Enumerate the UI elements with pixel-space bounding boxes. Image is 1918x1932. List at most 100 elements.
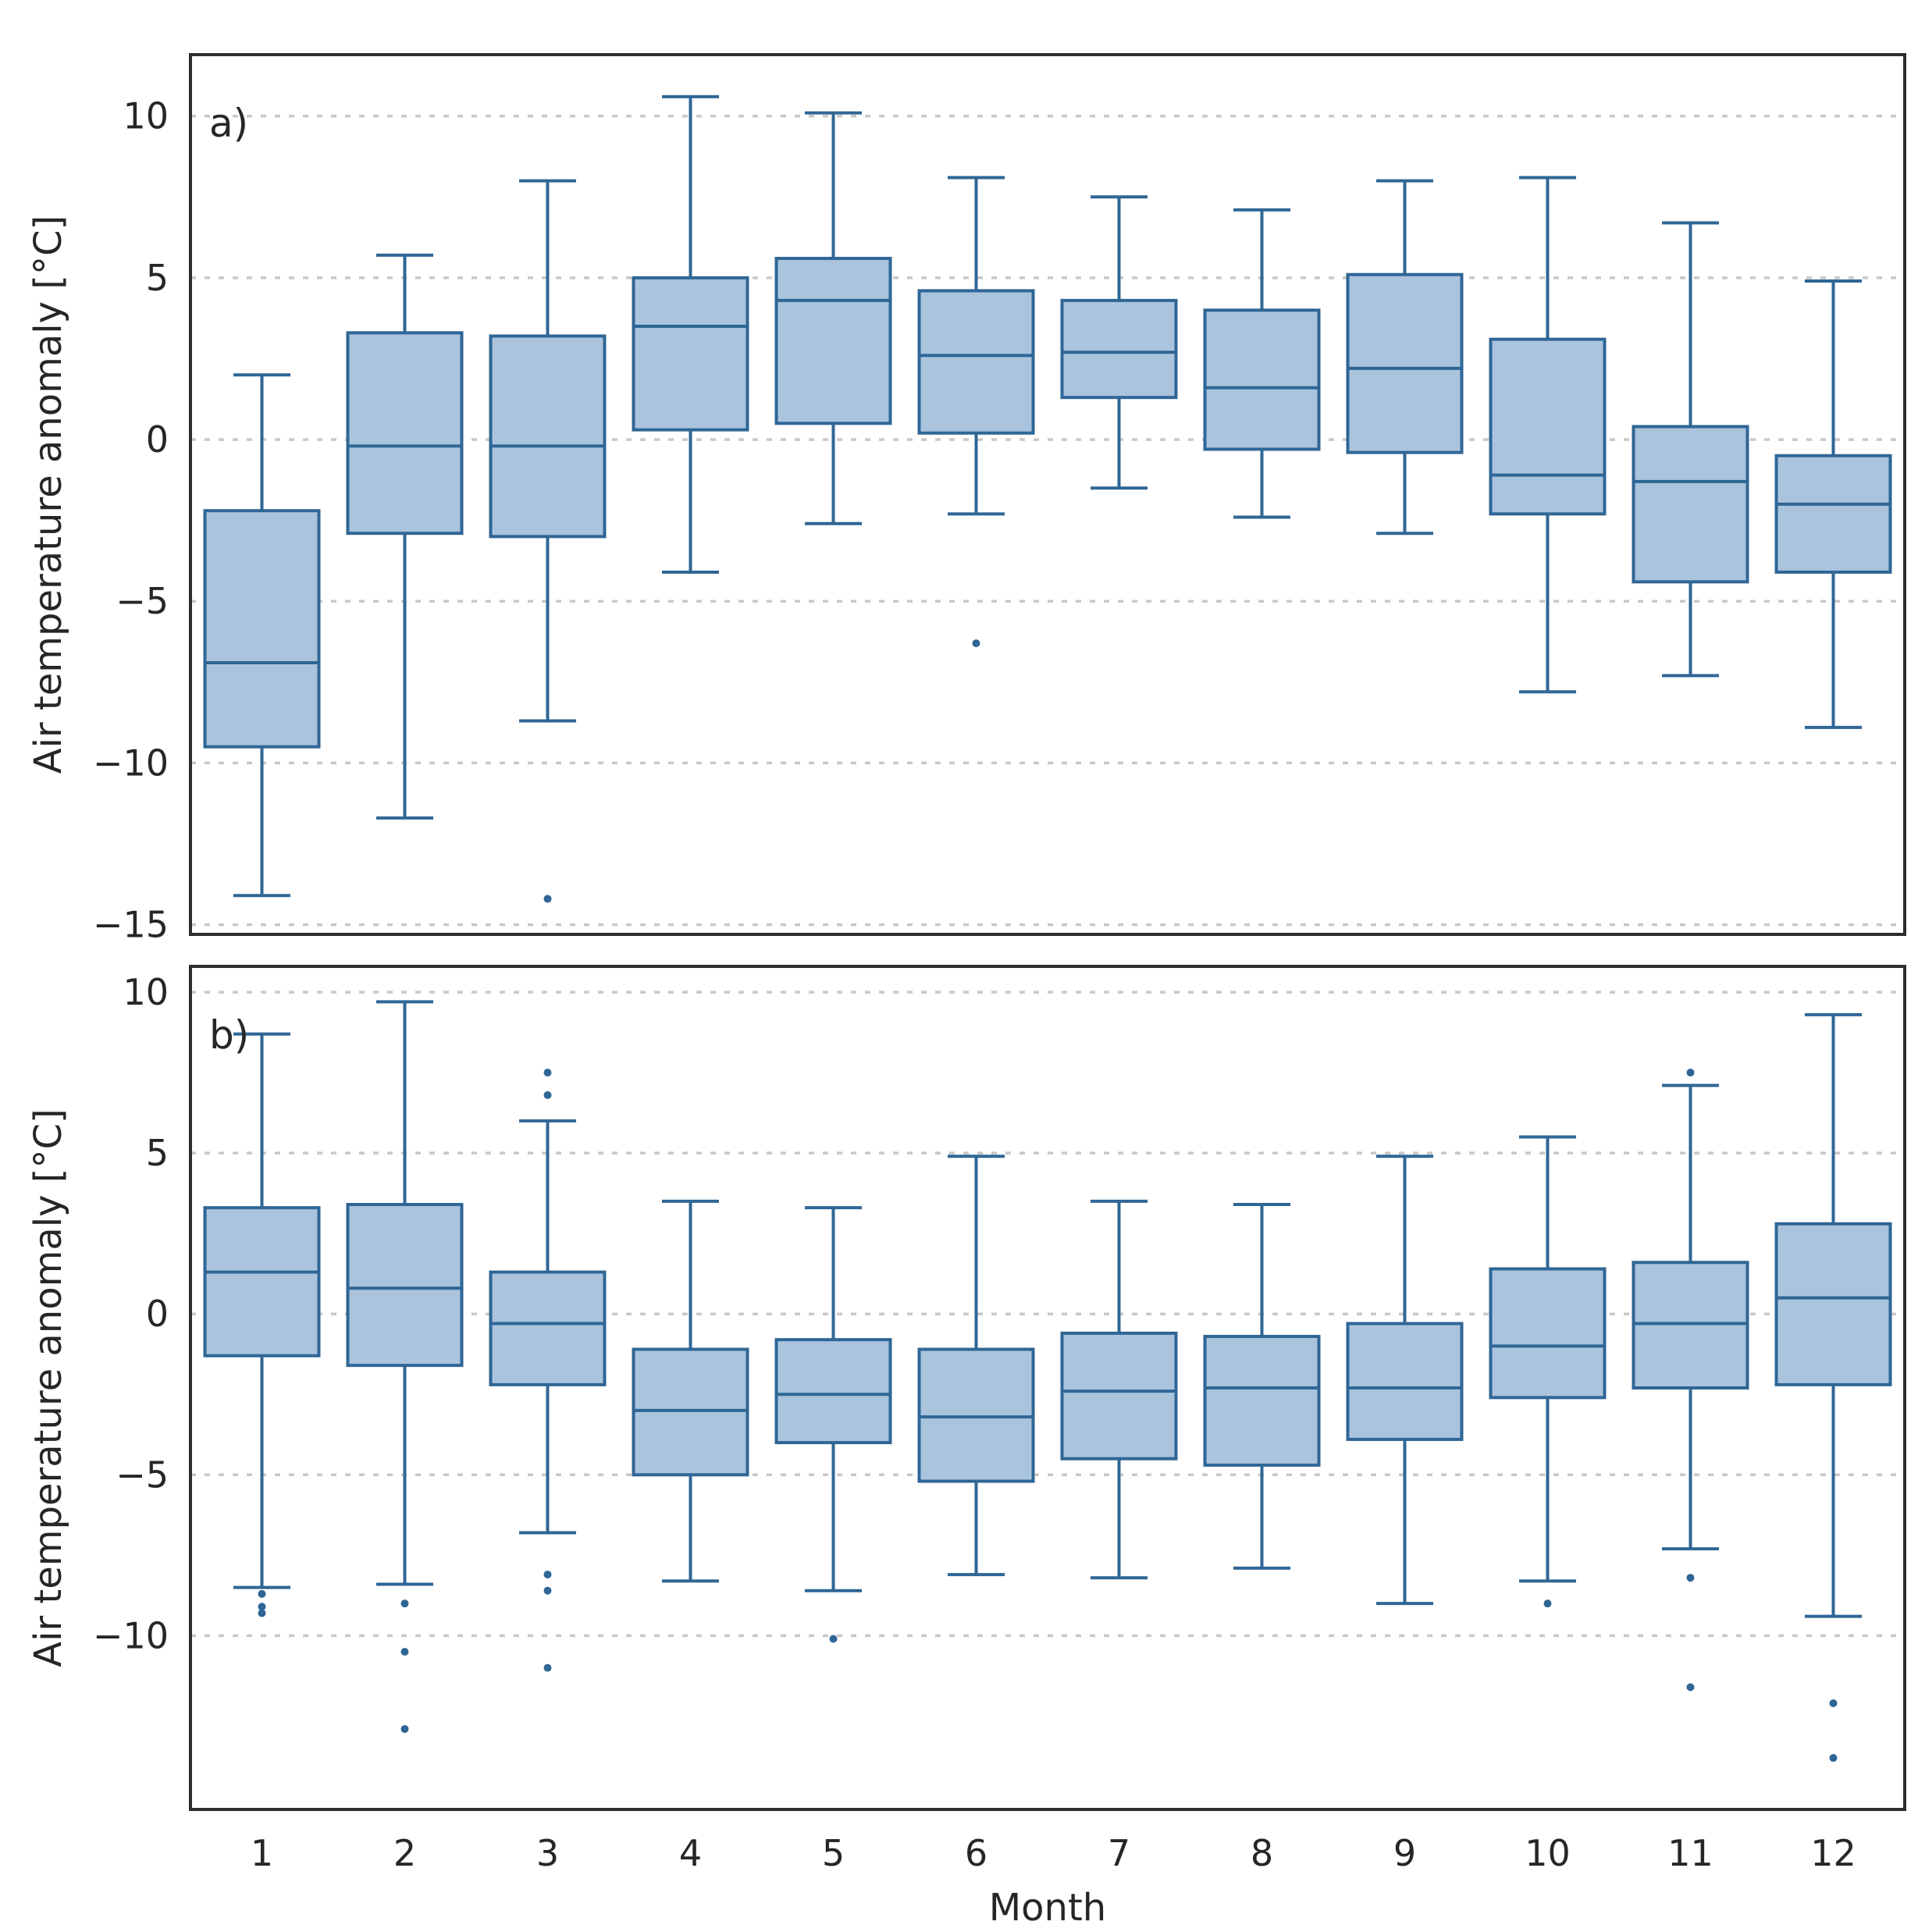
box-month-12 [1774,454,1892,574]
panel-a: 10 5 0 −5 −10 −15 a) Air temperature anomaly [°… [27,53,1906,946]
box-month-7 [1060,298,1178,400]
ytick-label--5: −5 [116,1453,169,1496]
box-group-month-3 [489,1069,607,1672]
outlier-month-6-0 [972,639,980,648]
xtick-label-11: 11 [1667,1832,1713,1874]
box-month-5 [774,1338,892,1445]
box-month-6 [917,289,1035,435]
xtick-label-3: 3 [536,1832,559,1874]
box-group-month-5 [774,111,892,525]
box-month-2 [346,331,464,535]
box-group-month-9 [1346,1155,1464,1606]
y-axis-label: Air temperature anomaly [°C] [27,1108,70,1667]
ytick-label-10: 10 [123,95,169,137]
box-month-4 [632,1347,749,1477]
box-month-9 [1346,1322,1464,1441]
panel-label: b) [209,1012,249,1058]
box-group-month-4 [632,94,749,574]
y-axis-label: Air temperature anomaly [°C] [27,215,70,774]
outlier-month-3-0 [543,1069,552,1077]
box-month-9 [1346,272,1464,454]
xtick-label-8: 8 [1251,1832,1273,1874]
outlier-month-3-4 [543,1663,552,1672]
outlier-month-1-1 [258,1603,266,1611]
box-group-month-9 [1346,179,1464,535]
outlier-month-1-2 [258,1609,266,1617]
ytick-label-5: 5 [146,257,169,299]
outlier-month-5-0 [829,1635,838,1643]
box-group-month-2 [346,253,464,820]
outlier-month-10-0 [1543,1599,1552,1608]
outlier-month-1-0 [258,1589,266,1598]
xtick-label-6: 6 [965,1832,987,1874]
box-month-6 [917,1347,1035,1483]
box-group-month-8 [1203,1203,1321,1570]
box-group-month-6 [917,1155,1035,1577]
ytick-label-10: 10 [123,971,169,1013]
box-month-3 [489,334,607,539]
box-month-11 [1632,1261,1749,1390]
panel-border [189,53,1906,936]
ytick-label-0: 0 [146,1293,169,1335]
box-group-month-1 [203,373,321,898]
box-group-month-12 [1774,279,1892,729]
outlier-month-2-2 [400,1724,409,1733]
panel-label: a) [209,101,248,146]
xtick-label-10: 10 [1525,1832,1571,1874]
box-group-month-7 [1060,195,1178,490]
box-group-month-10 [1489,1135,1607,1608]
box-group-month-2 [346,1000,464,1733]
box-month-10 [1489,1267,1607,1400]
box-group-month-7 [1060,1199,1178,1580]
box-month-12 [1774,1222,1892,1386]
box-month-8 [1203,308,1321,451]
outlier-month-11-2 [1686,1683,1695,1692]
outlier-month-11-1 [1686,1574,1695,1582]
ytick-label--5: −5 [116,580,169,622]
outlier-month-3-2 [543,1571,552,1579]
xtick-label-12: 12 [1810,1832,1856,1874]
box-month-11 [1632,425,1749,584]
ytick-label--10: −10 [93,742,169,784]
outlier-month-3-1 [543,1091,552,1099]
outlier-month-2-1 [400,1648,409,1656]
box-group-month-3 [489,179,607,903]
box-group-month-6 [917,176,1035,648]
panel-b: 10 5 0 −5 −10 b) Air temperature anomaly [°C] 1… [27,965,1906,1930]
outlier-month-3-3 [543,1586,552,1595]
box-group-month-5 [774,1206,892,1643]
box-group-month-8 [1203,208,1321,519]
box-month-5 [774,257,892,425]
box-group-month-11 [1632,221,1749,678]
box-month-2 [346,1203,464,1368]
box-month-4 [632,276,749,432]
panel-border [189,965,1906,1811]
xtick-label-5: 5 [822,1832,845,1874]
outlier-month-3-0 [543,895,552,903]
box-group-month-12 [1774,1012,1892,1763]
box-group-month-10 [1489,176,1607,694]
box-month-10 [1489,337,1607,516]
box-month-1 [203,1206,321,1357]
xtick-label-2: 2 [393,1832,416,1874]
box-month-8 [1203,1335,1321,1467]
xtick-label-7: 7 [1108,1832,1130,1874]
xtick-label-1: 1 [251,1832,273,1874]
ytick-label-0: 0 [146,418,169,461]
box-group-month-4 [632,1199,749,1583]
outlier-month-2-0 [400,1599,409,1608]
outlier-month-11-0 [1686,1069,1695,1077]
xtick-label-9: 9 [1393,1832,1416,1874]
ytick-label--10: −10 [93,1614,169,1656]
outlier-month-12-0 [1829,1699,1838,1707]
box-group-month-11 [1632,1069,1749,1692]
ytick-label-5: 5 [146,1132,169,1174]
outlier-month-12-1 [1829,1754,1838,1763]
x-axis-label: Month [989,1886,1106,1929]
box-month-3 [489,1270,607,1386]
box-group-month-1 [203,1032,321,1617]
box-month-7 [1060,1331,1178,1461]
ytick-label--15: −15 [93,904,169,946]
